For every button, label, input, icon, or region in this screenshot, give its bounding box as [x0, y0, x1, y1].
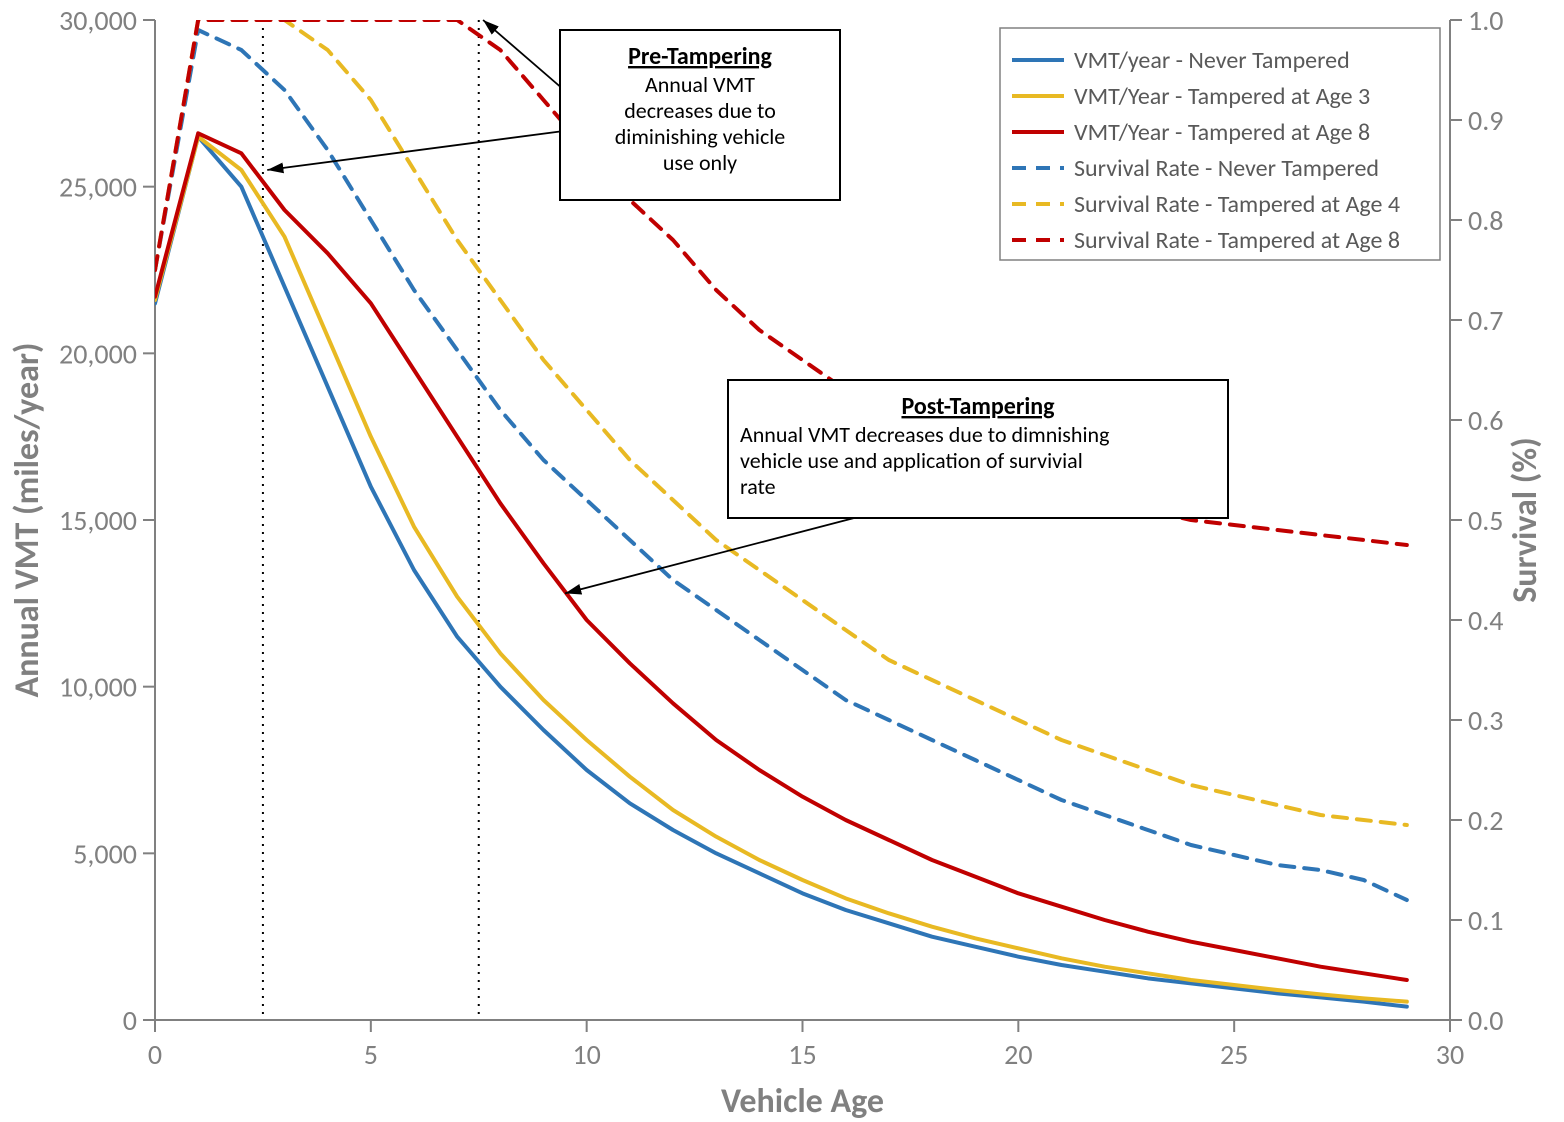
- x-tick-label: 15: [788, 1037, 816, 1072]
- callout-line: Annual VMT decreases due to dimnishing: [740, 421, 1109, 448]
- callout-line: rate: [740, 473, 776, 500]
- x-tick-label: 0: [148, 1037, 162, 1072]
- x-tick-label: 25: [1220, 1037, 1248, 1072]
- y-right-tick-label: 0.9: [1468, 103, 1503, 138]
- callout-line: use only: [663, 149, 737, 176]
- y-left-tick-label: 0: [123, 1003, 137, 1038]
- legend-label: Survival Rate - Tampered at Age 8: [1074, 226, 1400, 255]
- y-right-tick-label: 0.1: [1468, 903, 1503, 938]
- callout-title: Pre-Tampering: [628, 42, 772, 71]
- y-right-tick-label: 0.5: [1468, 503, 1503, 538]
- callout-line: diminishing vehicle: [615, 123, 786, 150]
- y-right-tick-label: 0.6: [1468, 403, 1503, 438]
- y-left-tick-label: 5,000: [73, 836, 137, 871]
- legend-label: VMT/Year - Tampered at Age 3: [1074, 82, 1370, 111]
- chart-container: 0 5 10 15 20 25 30 0 5,000 10,000 15,000 20,000 25,0…: [0, 0, 1564, 1122]
- legend-label: Survival Rate - Tampered at Age 4: [1074, 190, 1400, 219]
- x-tick-label: 10: [572, 1037, 600, 1072]
- y-left-tick-label: 25,000: [59, 170, 137, 205]
- callout-line: Annual VMT: [645, 71, 755, 98]
- x-axis-title: Vehicle Age: [721, 1081, 884, 1122]
- y-left-tick-label: 15,000: [59, 503, 137, 538]
- y-left-tick-label: 20,000: [59, 336, 137, 371]
- callout-line: vehicle use and application of survivial: [740, 447, 1083, 474]
- callout-title: Post-Tampering: [901, 392, 1055, 421]
- legend-label: VMT/Year - Tampered at Age 8: [1074, 118, 1370, 147]
- legend: VMT/year - Never Tampered VMT/Year - Tamp…: [1000, 28, 1440, 260]
- callout-line: decreases due to: [624, 97, 776, 124]
- y-right-tick-label: 0.8: [1468, 203, 1503, 238]
- legend-label: VMT/year - Never Tampered: [1074, 46, 1350, 75]
- x-tick-label: 20: [1004, 1037, 1032, 1072]
- y-right-tick-label: 0.0: [1468, 1003, 1503, 1038]
- y-right-tick-label: 0.3: [1468, 703, 1503, 738]
- vmt-survival-chart: 0 5 10 15 20 25 30 0 5,000 10,000 15,000 20,000 25,0…: [0, 0, 1564, 1122]
- y-right-tick-label: 0.7: [1468, 303, 1503, 338]
- y-left-axis-title: Annual VMT (miles/year): [7, 342, 48, 697]
- y-right-axis-title: Survival (%): [1505, 437, 1546, 603]
- y-left-tick-label: 30,000: [59, 3, 137, 38]
- y-right-tick-label: 0.2: [1468, 803, 1503, 838]
- y-right-tick-label: 0.4: [1468, 603, 1503, 638]
- y-right-tick-label: 1.0: [1468, 3, 1503, 38]
- x-tick-label: 5: [364, 1037, 378, 1072]
- y-left-tick-label: 10,000: [59, 670, 137, 705]
- legend-label: Survival Rate - Never Tampered: [1074, 154, 1379, 183]
- x-tick-label: 30: [1436, 1037, 1464, 1072]
